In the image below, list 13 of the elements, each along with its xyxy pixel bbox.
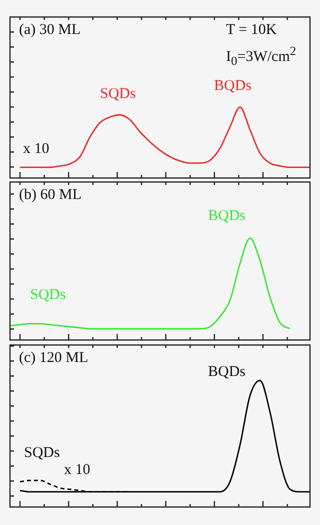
annotation: SQDs: [30, 287, 66, 304]
text: BQDs: [208, 208, 246, 225]
text: T = 10K: [226, 22, 277, 39]
text: BQDs: [208, 364, 246, 381]
text: I$_{0}$=3W/cm$^{2}$: [226, 44, 296, 69]
chart-title: (c) 120 ML: [19, 350, 88, 367]
text: SQDs: [100, 86, 136, 103]
annotation: SQDs: [24, 445, 60, 462]
chart-title: (b) 60 ML: [19, 187, 82, 204]
text: BQDs: [214, 78, 252, 95]
annotation: x 10: [64, 462, 90, 479]
chart-title: (a) 30 ML: [19, 22, 81, 39]
annotation: x 10: [23, 141, 50, 158]
